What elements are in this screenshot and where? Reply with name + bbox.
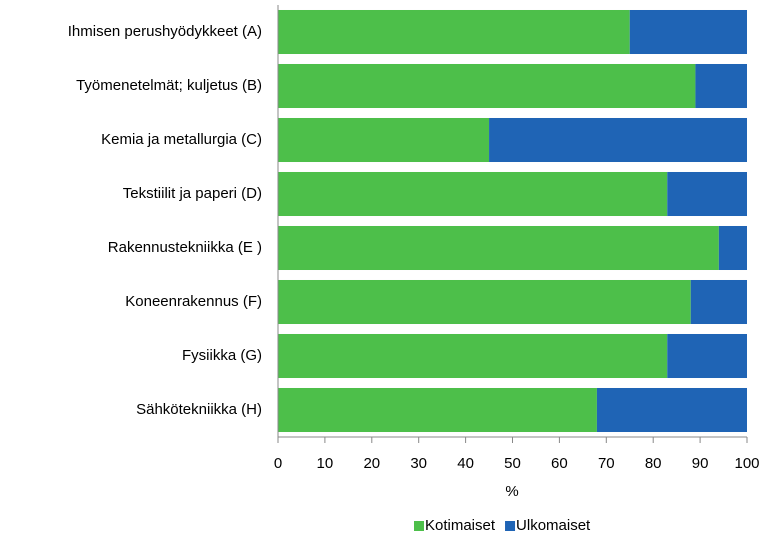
- x-tick-label: 100: [734, 455, 759, 472]
- bar-segment: [718, 225, 747, 271]
- bar-segment: [596, 387, 747, 433]
- legend-label: Ulkomaiset: [516, 517, 591, 534]
- y-tick-label: Kemia ja metallurgia (C): [101, 131, 262, 148]
- x-tick-label: 50: [504, 455, 521, 472]
- x-tick-label: 80: [645, 455, 662, 472]
- x-axis-label: %: [505, 483, 518, 500]
- bar-segment: [278, 279, 691, 325]
- x-tick-label: 0: [274, 455, 282, 472]
- bar-segment: [278, 117, 490, 163]
- bar-segment: [667, 333, 747, 379]
- bar-segment: [278, 9, 630, 55]
- bar-segment: [629, 9, 747, 55]
- y-tick-label: Rakennustekniikka (E ): [108, 239, 262, 256]
- bar-segment: [690, 279, 747, 325]
- y-tick-label: Fysiikka (G): [182, 347, 262, 364]
- bar-segment: [278, 333, 668, 379]
- x-tick-label: 10: [317, 455, 334, 472]
- legend-swatch: [505, 521, 516, 531]
- x-tick-label: 30: [410, 455, 427, 472]
- x-tick-label: 60: [551, 455, 568, 472]
- bar-segment: [278, 171, 668, 217]
- x-tick-label: 40: [457, 455, 474, 472]
- x-tick-label: 70: [598, 455, 615, 472]
- y-tick-label: Koneenrakennus (F): [125, 293, 262, 310]
- y-tick-label: Sähkötekniikka (H): [136, 401, 262, 418]
- bar-segment: [278, 387, 597, 433]
- y-tick-label: Ihmisen perushyödykkeet (A): [68, 23, 262, 40]
- y-tick-label: Tekstiilit ja paperi (D): [123, 185, 262, 202]
- bar-segment: [278, 225, 719, 271]
- x-tick-label: 90: [692, 455, 709, 472]
- y-tick-label: Työmenetelmät; kuljetus (B): [76, 77, 262, 94]
- x-tick-label: 20: [363, 455, 380, 472]
- bar-segment: [695, 63, 747, 109]
- legend-label: Kotimaiset: [425, 517, 496, 534]
- bar-segment: [489, 117, 747, 163]
- bar-segment: [278, 63, 696, 109]
- bar-segment: [667, 171, 747, 217]
- legend-swatch: [414, 521, 424, 531]
